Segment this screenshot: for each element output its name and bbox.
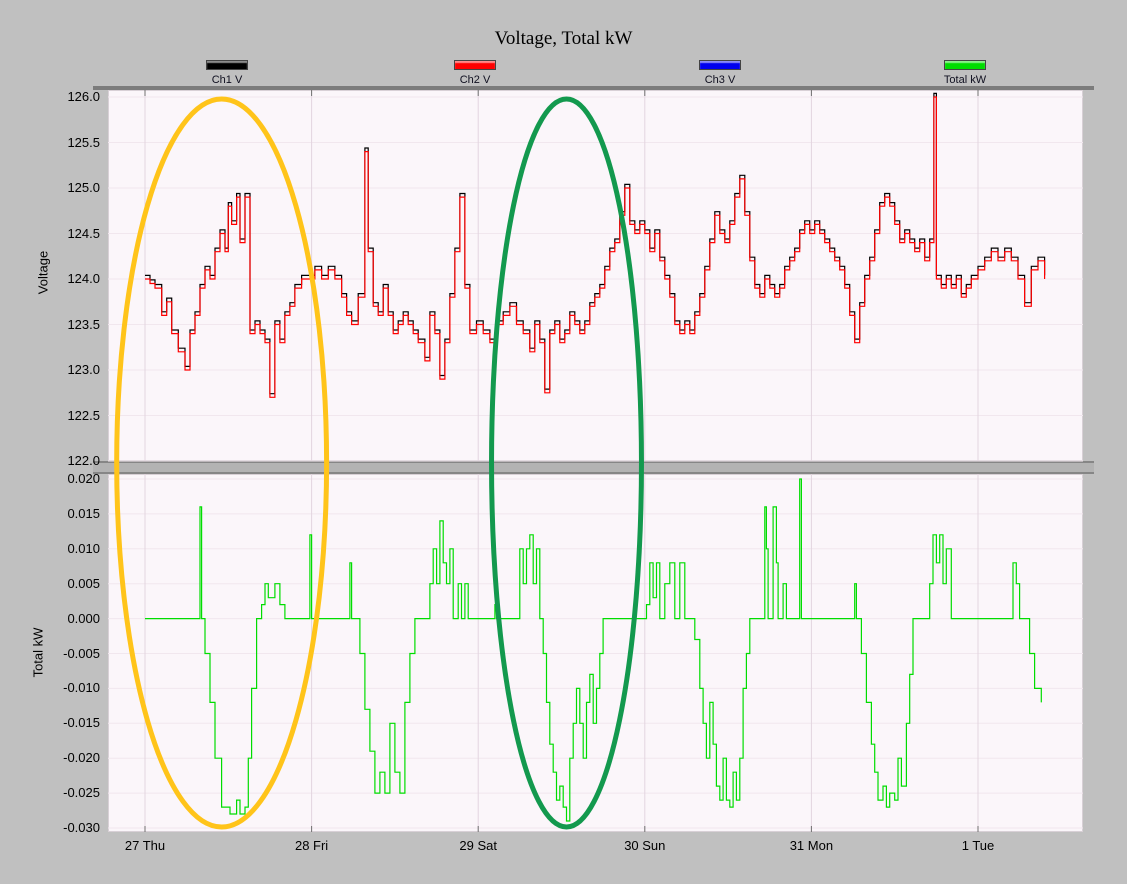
x-tick-label: 27 Thu [124, 838, 166, 853]
legend-item-ch1: Ch1 V [185, 60, 269, 88]
voltage-y-tick-label: 122.0 [67, 453, 100, 468]
total-kw-y-tick-label: -0.020 [63, 750, 100, 766]
total-kw-y-tick-label: 0.005 [67, 575, 100, 591]
x-tick-label: 1 Tue [961, 838, 995, 853]
legend-swatch-ch1-icon [206, 60, 248, 70]
chart-title: Voltage, Total kW [494, 28, 633, 49]
voltage-y-tick-label: 126.0 [67, 89, 100, 104]
voltage-y-tick-label: 124.5 [67, 225, 100, 241]
legend-item-ch3: Ch3 V [678, 60, 762, 88]
voltage-y-tick-label: 125.0 [67, 180, 100, 195]
total-kw-y-tick-label: 0.010 [67, 540, 100, 556]
voltage-y-tick-label: 125.5 [67, 134, 100, 150]
total-kw-y-tick-label: -0.005 [63, 645, 100, 661]
total-kw-plot-area[interactable] [108, 474, 1083, 832]
total-kw-axis-title: Total kW [30, 627, 46, 678]
total-kw-y-tick-label: 0.015 [67, 505, 100, 521]
voltage-y-tick-label: 123.5 [67, 316, 100, 332]
voltage-y-tick-label: 123.0 [67, 362, 100, 377]
legend-swatch-ch3-icon [699, 60, 741, 70]
total-kw-y-tick-label: 0.000 [67, 610, 100, 626]
legend-item-ch2: Ch2 V [433, 60, 517, 88]
voltage-plot-area[interactable] [108, 90, 1083, 461]
x-tick-label: 30 Sun [624, 838, 666, 853]
x-tick-label: 28 Fri [294, 838, 329, 853]
total-kw-y-tick-label: -0.015 [63, 715, 100, 731]
x-tick-label: 31 Mon [789, 838, 834, 853]
total-kw-y-tick-label: -0.010 [63, 680, 100, 696]
legend-item-total-kw: Total kW [923, 60, 1007, 88]
panel-divider [93, 461, 1094, 474]
legend-swatch-total-kw-icon [944, 60, 986, 70]
total-kw-y-tick-label: -0.025 [63, 785, 100, 801]
total-kw-y-tick-label: 0.020 [67, 471, 100, 486]
x-tick-label: 29 Sat [459, 838, 497, 853]
voltage-y-tick-label: 122.5 [67, 407, 100, 423]
legend-swatch-ch2-icon [454, 60, 496, 70]
chart-top-border [93, 86, 1094, 90]
voltage-y-tick-label: 124.0 [67, 271, 100, 286]
total-kw-y-tick-label: -0.030 [63, 820, 100, 835]
